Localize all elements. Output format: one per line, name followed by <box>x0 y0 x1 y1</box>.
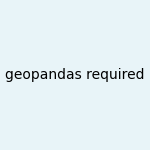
Text: geopandas required: geopandas required <box>5 68 145 82</box>
